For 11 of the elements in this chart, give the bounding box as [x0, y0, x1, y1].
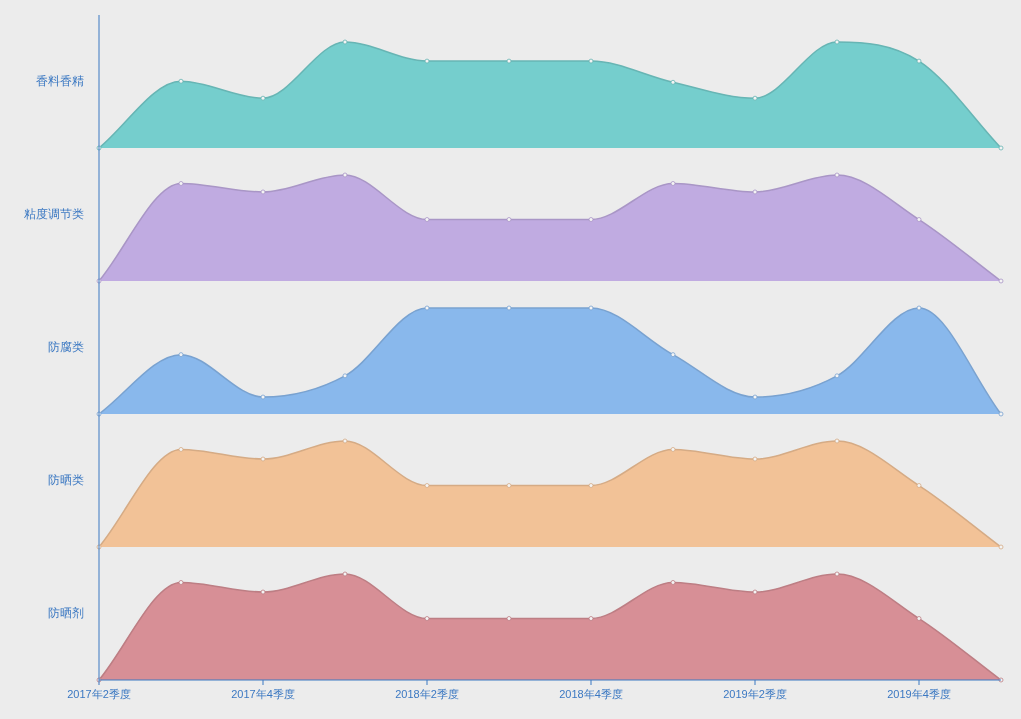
x-tick-label: 2018年2季度 [395, 688, 459, 700]
y-axis-title: 防晒类 [48, 472, 84, 487]
y-axis-title: 香料香精 [36, 73, 84, 88]
y-axis-title: 防晒剂 [48, 605, 84, 620]
y-axis-title: 粘度调节类 [24, 206, 84, 221]
x-tick-label: 2018年4季度 [559, 688, 623, 700]
y-axis-title: 防腐类 [48, 339, 84, 354]
x-tick-label: 2019年2季度 [723, 688, 787, 700]
x-tick-label: 2017年4季度 [231, 688, 295, 700]
x-tick-label: 2017年2季度 [67, 688, 131, 700]
x-tick-label: 2019年4季度 [887, 688, 951, 700]
